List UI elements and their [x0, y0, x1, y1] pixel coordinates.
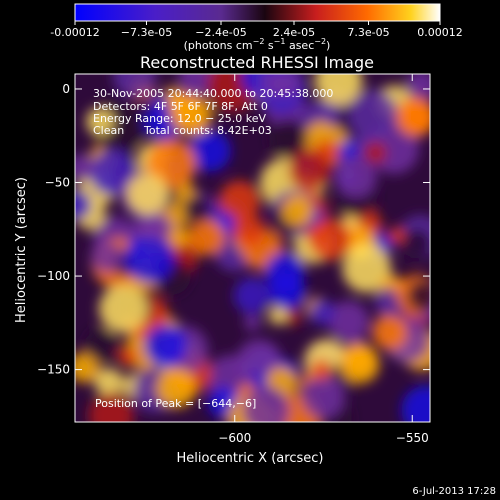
heatmap-cell [86, 107, 114, 136]
x-tick-label: −600 [218, 431, 251, 445]
heatmap-cell [188, 129, 231, 172]
heatmap-cell [374, 287, 403, 317]
colorbar-tick-label: −7.3e-05 [121, 26, 172, 39]
heatmap-cell [182, 194, 212, 224]
annotation-method: Clean [93, 124, 124, 137]
colorbar-tick-label: 0.00012 [417, 26, 463, 39]
heatmap-cell [311, 359, 331, 380]
heatmap-cell [395, 97, 430, 137]
heatmap-cell [327, 300, 369, 342]
heatmap-cell [264, 251, 305, 292]
heatmap-cell [257, 74, 286, 97]
heatmap-cell [94, 367, 124, 397]
annotation-time: 30-Nov-2005 20:44:40.000 to 20:45:38.000 [93, 87, 333, 100]
heatmap-cell [242, 386, 291, 422]
x-tick-label: −550 [396, 431, 429, 445]
colorbar-unit-label: (photons cm−2 s−1 asec−2) [184, 37, 331, 52]
heatmap-cell [113, 74, 157, 99]
heatmap-cell [401, 385, 430, 422]
plot-frame [74, 73, 431, 423]
heatmap-cell [388, 227, 406, 245]
heatmap-cell [308, 218, 352, 261]
heatmap-cell [85, 329, 118, 362]
heatmap-cell [244, 314, 261, 331]
y-tick-label: −50 [45, 176, 70, 190]
y-axis-label: Heliocentric Y (arcsec) [14, 177, 29, 323]
footer-date: 6-Jul-2013 17:28 [412, 486, 496, 497]
heatmap-cell [314, 74, 363, 106]
heatmap-cell [98, 284, 148, 334]
heatmap-cell [126, 173, 168, 215]
y-tick-label: 0 [62, 82, 70, 96]
heatmap-cell [171, 95, 212, 136]
colorbar [74, 3, 441, 22]
heatmap-cell [301, 375, 345, 419]
heatmap-cell [168, 226, 190, 248]
heatmap-image [75, 74, 430, 422]
heatmap-cell [407, 279, 430, 312]
heatmap-cell [75, 352, 100, 383]
heatmap-cell [188, 218, 225, 256]
y-tick-label: −100 [37, 269, 70, 283]
heatmap-cell [335, 155, 377, 198]
colorbar-tick-label: 7.3e-05 [347, 26, 389, 39]
heatmap-cell [284, 309, 302, 326]
heatmap-cell [342, 243, 392, 293]
annotation-counts: Total counts: 8.42E+03 [143, 124, 272, 137]
colorbar-tick-label: −2.4e-05 [195, 26, 246, 39]
annotation-energy: Energy Range: 12.0 − 25.0 keV [93, 112, 267, 125]
annotation-peak: Position of Peak = [−644,−6] [95, 397, 256, 410]
heatmap-cell [364, 141, 387, 165]
heatmap-cell [268, 119, 308, 158]
heatmap-cell [340, 344, 380, 384]
heatmap-cell [218, 180, 260, 222]
heatmap-cell [75, 190, 92, 220]
colorbar-tick-label: 2.4e-05 [273, 26, 315, 39]
heatmap-cell [233, 277, 271, 314]
heatmap-cell [144, 324, 187, 368]
heatmap-cell [401, 228, 430, 259]
heatmap-cell [155, 368, 196, 409]
heatmap-cell [348, 89, 398, 139]
x-axis-label: Heliocentric X (arcsec) [177, 451, 324, 466]
heatmap-cell [268, 305, 288, 325]
heatmap-cell [124, 233, 175, 284]
colorbar-tick-label: -0.00012 [50, 26, 99, 39]
annotations: 30-Nov-2005 20:44:40.000 to 20:45:38.000… [93, 87, 333, 410]
y-tick-label: −150 [37, 363, 70, 377]
heatmap-cell [117, 346, 138, 367]
colorbar-ticks: -0.00012 −7.3e-05 −2.4e-05 2.4e-05 7.3e-05 0.… [50, 21, 463, 39]
heatmap-cell [232, 214, 266, 248]
heatmap-cell [88, 392, 134, 422]
chart-title: Reconstructed RHESSI Image [140, 53, 374, 72]
heatmap-cell [281, 195, 314, 227]
x-axis-ticks: −600−550−500 [218, 74, 429, 445]
heatmap-cell [90, 240, 123, 273]
heatmap-cell [75, 154, 95, 182]
heatmap-cell [150, 93, 170, 113]
y-axis-ticks: 0 −50 −100 −150 [37, 82, 430, 377]
heatmap-cell [146, 138, 197, 189]
heatmap-cell [308, 299, 335, 325]
heatmap-cell [288, 149, 331, 192]
heatmap-cell [372, 314, 408, 350]
heatmap-cell [178, 74, 217, 96]
annotation-detectors: Detectors: 4F 5F 6F 7F 8F, Att 0 [93, 100, 268, 113]
